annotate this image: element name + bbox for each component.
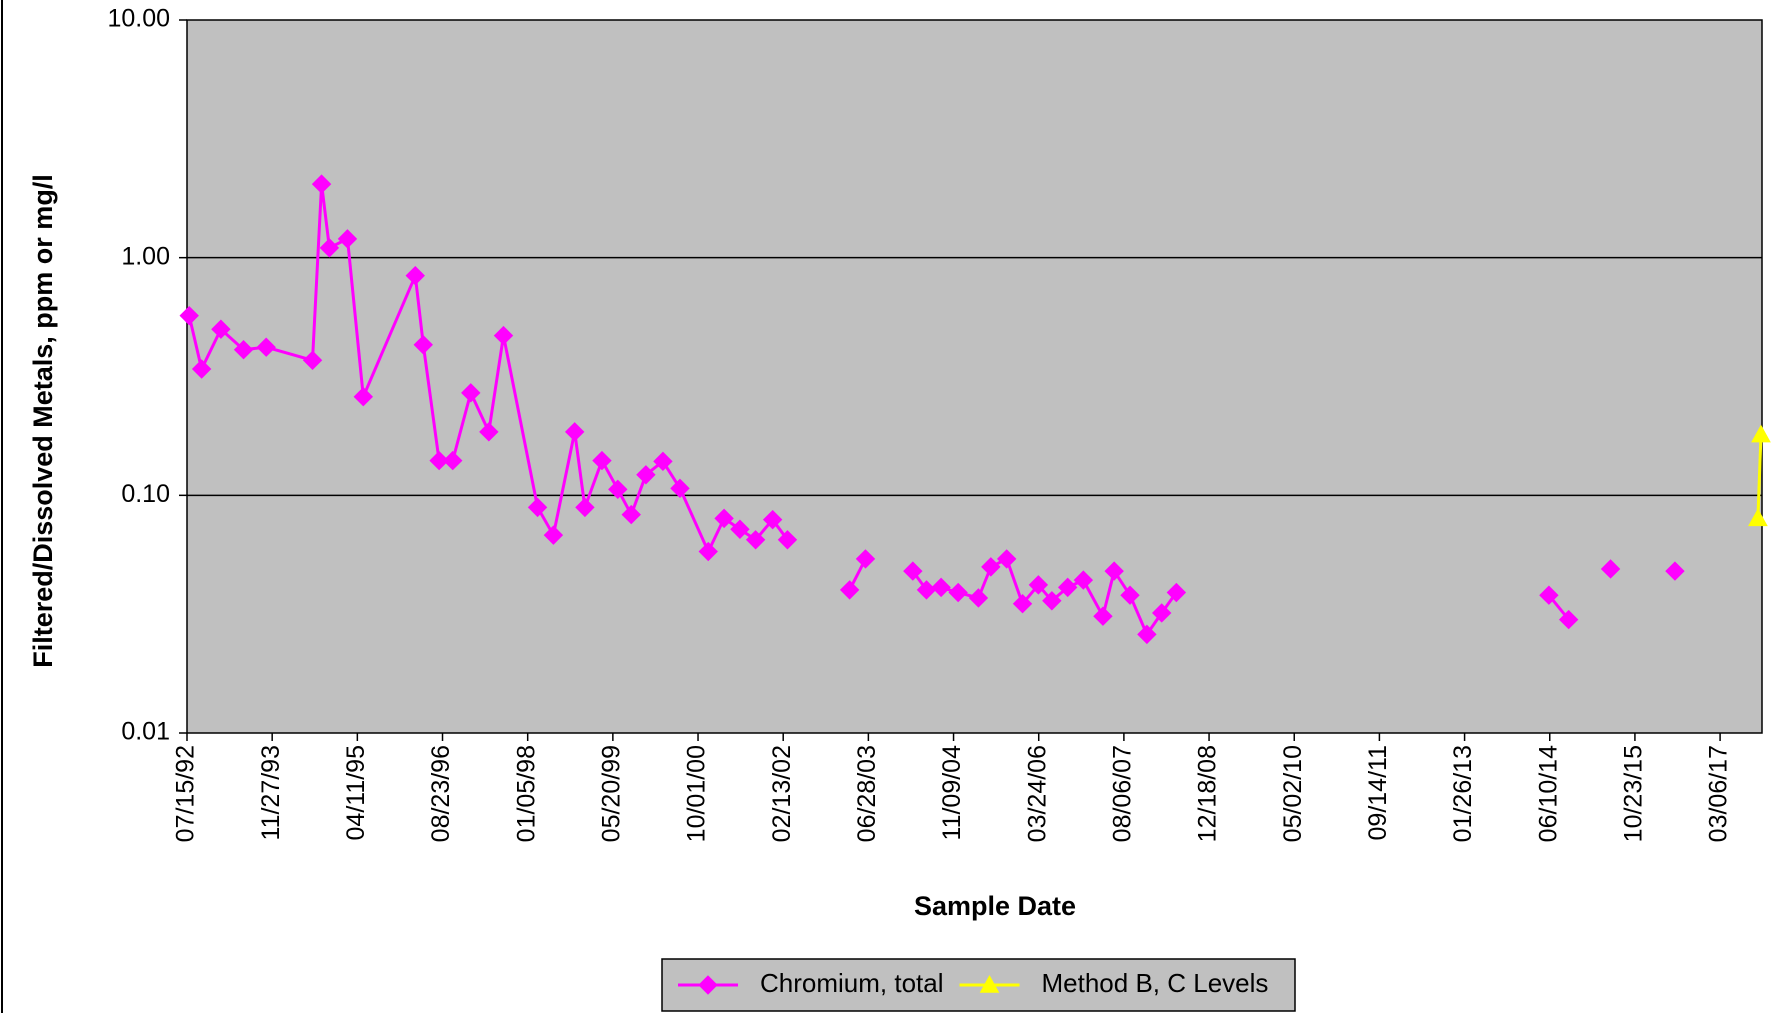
- data-point: [968, 588, 989, 608]
- x-tick-label: 07/15/92: [172, 745, 200, 842]
- data-point: [592, 450, 612, 471]
- data-point: [1028, 575, 1049, 595]
- x-tick-label: 05/02/10: [1279, 745, 1307, 842]
- data-point: [493, 325, 514, 346]
- data-point: [191, 359, 212, 379]
- legend-marker: [979, 974, 1000, 993]
- x-tick-label: 10/23/15: [1620, 745, 1648, 842]
- data-point: [479, 422, 499, 442]
- data-point: [461, 383, 481, 403]
- data-point: [839, 580, 860, 600]
- y-tick-label: 0.01: [121, 718, 170, 746]
- x-tick-label: 01/26/13: [1449, 745, 1477, 842]
- x-tick-label: 08/23/96: [427, 745, 455, 842]
- data-point: [1748, 508, 1768, 527]
- data-point: [302, 350, 323, 370]
- data-point: [179, 305, 199, 326]
- data-point: [1166, 582, 1187, 603]
- data-point: [745, 530, 766, 550]
- data-point: [1152, 603, 1172, 623]
- data-point: [931, 577, 951, 598]
- data-point: [621, 504, 641, 525]
- y-axis-title: Filtered/Dissolved Metals, ppm or mg/l: [28, 174, 58, 668]
- data-point: [413, 335, 433, 355]
- data-point: [730, 519, 750, 539]
- data-point: [1093, 606, 1113, 626]
- data-point: [405, 265, 425, 286]
- data-point: [653, 451, 673, 472]
- data-point: [1104, 561, 1124, 581]
- data-point: [855, 549, 876, 569]
- y-tick-label: 10.00: [107, 5, 170, 33]
- x-tick-label: 08/06/07: [1109, 745, 1137, 842]
- plot-area: [186, 19, 1763, 734]
- data-point: [981, 557, 1001, 577]
- data-point: [575, 497, 595, 518]
- x-tick-label: 05/20/99: [597, 745, 625, 842]
- data-point: [1012, 593, 1033, 614]
- x-tick-label: 09/14/11: [1364, 745, 1392, 840]
- x-tick-label: 01/05/98: [512, 745, 540, 842]
- data-point: [777, 530, 798, 550]
- x-axis-title: Sample Date: [914, 891, 1076, 921]
- data-point: [1751, 424, 1771, 443]
- data-point: [527, 497, 548, 518]
- data-point: [1539, 585, 1559, 605]
- x-tick-label: 10/01/00: [683, 745, 711, 842]
- data-point: [256, 337, 276, 357]
- y-tick-label: 0.10: [121, 480, 170, 508]
- data-point: [698, 541, 718, 562]
- data-point: [564, 422, 585, 442]
- x-tick-label: 02/13/02: [768, 745, 796, 842]
- data-point: [1600, 559, 1621, 579]
- x-tick-label: 06/28/03: [853, 745, 881, 842]
- data-point: [1137, 624, 1157, 645]
- data-point: [903, 561, 923, 581]
- x-tick-label: 11/09/04: [938, 745, 966, 841]
- series-line: [1756, 434, 1763, 519]
- data-point: [1057, 577, 1078, 598]
- data-point: [211, 319, 231, 339]
- data-point: [1073, 570, 1094, 590]
- x-tick-label: 03/06/17: [1705, 745, 1733, 842]
- data-point: [543, 525, 564, 545]
- data-point: [311, 174, 332, 194]
- legend-label: Chromium, total: [760, 968, 944, 998]
- data-point: [714, 508, 734, 529]
- data-point: [762, 509, 783, 530]
- data-point: [948, 582, 968, 603]
- legend-marker: [698, 975, 718, 995]
- data-point: [1558, 609, 1579, 630]
- x-tick-label: 04/11/95: [342, 745, 370, 840]
- data-point: [608, 479, 628, 500]
- data-point: [636, 465, 656, 485]
- x-tick-label: 11/27/93: [257, 745, 285, 840]
- x-tick-label: 03/24/06: [1023, 745, 1051, 842]
- data-point: [233, 339, 254, 360]
- x-tick-label: 12/18/08: [1194, 745, 1222, 842]
- data-point: [1120, 585, 1140, 605]
- data-point: [319, 238, 340, 258]
- data-point: [337, 229, 358, 249]
- data-point: [429, 450, 449, 471]
- data-point: [1042, 591, 1062, 611]
- x-tick-label: 06/10/14: [1534, 745, 1562, 842]
- legend-label: Method B, C Levels: [1042, 968, 1269, 998]
- y-tick-label: 1.00: [121, 242, 170, 270]
- data-point: [353, 387, 374, 407]
- data-point: [1665, 561, 1685, 581]
- data-point: [996, 549, 1017, 569]
- data-point: [443, 450, 463, 471]
- data-point: [670, 478, 690, 499]
